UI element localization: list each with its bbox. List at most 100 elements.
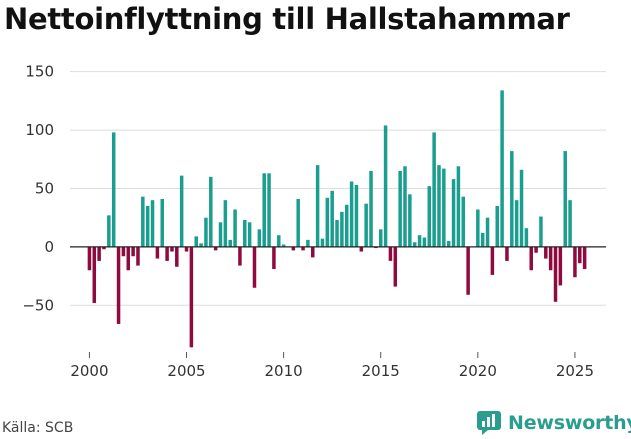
bar — [432, 132, 436, 247]
bar — [247, 222, 252, 247]
x-tick-label: 2005 — [167, 362, 205, 380]
bar — [320, 238, 325, 247]
chart-title: Nettoinflyttning till Hallstahammar — [4, 2, 570, 36]
source-label: Källa: SCB — [2, 420, 74, 436]
bar — [476, 209, 480, 247]
bar — [349, 181, 354, 247]
bar — [534, 246, 538, 253]
newsworthy-icon — [477, 411, 501, 435]
bar — [393, 246, 398, 287]
bar — [563, 151, 567, 247]
bar — [267, 173, 271, 247]
bars — [87, 90, 587, 348]
brand-logo[interactable]: Newsworthy — [476, 408, 631, 438]
bar — [131, 246, 135, 257]
bar — [378, 229, 383, 247]
bar — [150, 200, 155, 247]
bar — [451, 179, 456, 247]
bar — [160, 198, 164, 247]
bar — [417, 235, 422, 247]
bar — [544, 246, 548, 259]
bar — [107, 215, 111, 247]
bar — [505, 246, 509, 261]
bar — [170, 246, 174, 252]
bar — [175, 246, 179, 267]
bar — [145, 206, 150, 247]
bar — [403, 166, 407, 247]
bar — [408, 194, 412, 247]
bar — [209, 176, 213, 247]
bar — [277, 235, 281, 247]
bar — [311, 246, 315, 258]
bar — [257, 229, 262, 247]
gridlines — [70, 71, 606, 306]
x-tick-label: 2000 — [70, 362, 108, 380]
y-axis: −50 0 50 100 150 — [22, 63, 54, 315]
bar — [184, 246, 189, 252]
bar — [238, 246, 242, 266]
bar — [199, 243, 203, 247]
bar — [573, 246, 577, 278]
bar — [442, 168, 446, 247]
bar — [524, 228, 529, 247]
x-tick-label: 2020 — [459, 362, 497, 380]
bar — [136, 246, 140, 266]
bar — [568, 200, 572, 247]
bar — [364, 203, 368, 247]
bar — [102, 246, 106, 250]
bar — [398, 170, 402, 247]
bar — [548, 246, 553, 271]
bar — [111, 132, 116, 247]
bar — [262, 173, 266, 247]
bar — [330, 190, 334, 247]
y-tick-label: 0 — [44, 238, 54, 256]
bar — [539, 216, 543, 247]
bar — [116, 246, 121, 324]
bar — [437, 165, 441, 247]
bar — [228, 239, 232, 247]
brand-name: Newsworthy — [508, 412, 631, 434]
bar — [315, 165, 320, 247]
bar — [344, 204, 349, 247]
bar — [306, 239, 310, 247]
bar — [485, 217, 490, 247]
bar — [189, 246, 194, 348]
bar — [165, 246, 169, 261]
bar — [466, 246, 470, 295]
bar — [223, 200, 228, 247]
bar — [446, 241, 451, 247]
bar — [335, 220, 339, 247]
bar — [325, 197, 330, 247]
bar — [553, 246, 558, 302]
bar — [213, 246, 218, 251]
bar — [582, 246, 587, 270]
bar — [510, 151, 514, 247]
y-tick-label: −50 — [22, 296, 54, 314]
bar — [233, 209, 237, 247]
bar — [97, 246, 101, 261]
bar — [480, 232, 485, 247]
bar — [500, 90, 504, 247]
bar — [490, 246, 495, 275]
bar — [412, 242, 417, 247]
bar — [427, 186, 432, 247]
bar — [126, 246, 131, 271]
bar — [155, 246, 160, 259]
bar — [204, 217, 208, 247]
x-tick-label: 2015 — [362, 362, 400, 380]
y-tick-label: 100 — [25, 121, 54, 139]
bar — [243, 220, 247, 247]
bar — [252, 246, 257, 288]
bar — [291, 246, 296, 251]
bar — [272, 246, 276, 270]
y-tick-label: 50 — [35, 179, 54, 197]
bar — [296, 198, 300, 247]
bar — [121, 246, 126, 257]
bar — [92, 246, 97, 303]
bar — [383, 125, 388, 247]
bar — [558, 246, 563, 286]
bar — [194, 236, 198, 247]
y-tick-label: 150 — [25, 63, 54, 81]
bar — [529, 246, 533, 271]
